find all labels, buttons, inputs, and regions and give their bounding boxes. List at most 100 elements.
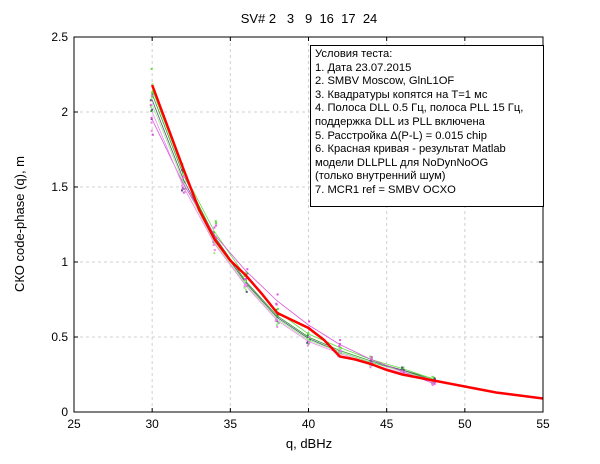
data-point	[276, 307, 279, 310]
data-point	[213, 252, 216, 255]
y-tick-label: 2.5	[51, 30, 68, 44]
data-point	[245, 288, 248, 291]
data-point	[212, 231, 215, 234]
data-point	[181, 187, 184, 190]
data-point	[182, 191, 185, 194]
data-point	[369, 355, 372, 358]
series-line-sv-24	[151, 111, 434, 383]
data-point	[243, 286, 246, 289]
y-tick-label: 1.5	[51, 180, 68, 194]
data-point	[245, 290, 248, 293]
data-point	[306, 334, 309, 337]
legend-line: 5. Расстройка Δ(P-L) = 0.015 chip	[315, 129, 487, 142]
data-point	[369, 364, 372, 367]
data-point	[152, 91, 155, 94]
data-point	[151, 133, 154, 136]
series-line-sv-16	[151, 104, 434, 381]
ticks: 25 30 35 40 45 50 55 0 0.5 1 1.5 2 2.5	[51, 30, 550, 431]
data-point	[243, 285, 246, 288]
data-point	[275, 324, 278, 327]
data-point	[150, 116, 153, 119]
data-point	[431, 376, 434, 379]
y-tick-label: 0	[61, 405, 68, 419]
data-point	[150, 121, 153, 124]
data-point	[183, 181, 186, 184]
data-point	[245, 277, 248, 280]
data-point	[433, 382, 436, 385]
x-tick-label: 25	[67, 417, 81, 431]
data-point	[215, 236, 218, 239]
x-tick-label: 45	[380, 417, 394, 431]
data-point	[400, 369, 403, 372]
data-point	[245, 271, 248, 274]
data-point	[150, 96, 153, 99]
data-point	[307, 338, 310, 341]
y-axis-label: СКО code-phase (q), m	[12, 156, 27, 292]
data-point	[150, 118, 153, 121]
data-point	[243, 274, 246, 277]
data-point	[244, 278, 247, 281]
data-point	[151, 108, 154, 111]
data-point	[246, 268, 249, 271]
data-point	[150, 129, 153, 132]
data-point	[401, 366, 404, 369]
legend-line: Условия теста:	[315, 48, 393, 60]
data-point	[151, 91, 154, 94]
x-tick-label: 40	[302, 417, 316, 431]
data-point	[339, 349, 342, 352]
x-tick-label: 35	[224, 417, 238, 431]
data-point	[149, 99, 152, 102]
chart-title: SV# 2 3 9 16 17 24	[241, 11, 378, 26]
data-point	[213, 243, 216, 246]
legend-line: 1. Дата 23.07.2015	[315, 61, 412, 74]
legend-line: модели DLLPLL для NoDynNoOG	[315, 156, 489, 169]
data-point	[432, 383, 435, 386]
data-point	[306, 344, 309, 347]
series-line-sv-3	[151, 89, 434, 380]
data-point	[370, 358, 373, 361]
data-point	[149, 106, 152, 109]
data-point	[246, 272, 249, 275]
data-point	[338, 342, 341, 345]
data-point	[307, 332, 310, 335]
data-point	[215, 221, 218, 224]
series-group	[149, 67, 544, 400]
data-point	[150, 94, 153, 97]
data-point	[431, 375, 434, 378]
data-point	[308, 341, 311, 344]
legend-line: 6. Красная кривая - результат Matlab	[315, 143, 506, 156]
data-point	[306, 340, 309, 343]
x-tick-label: 30	[145, 417, 159, 431]
data-point	[370, 356, 373, 359]
model-red-curve	[150, 84, 544, 400]
data-point	[245, 283, 248, 286]
data-point	[181, 184, 184, 187]
data-point	[275, 317, 278, 320]
data-point	[308, 337, 311, 340]
y-tick-label: 2	[61, 105, 68, 119]
data-point	[181, 169, 184, 172]
legend-line: (только внутренний шум)	[315, 170, 446, 183]
data-point	[215, 224, 218, 227]
data-point	[402, 371, 405, 374]
data-point	[214, 220, 217, 223]
data-point	[149, 104, 152, 107]
data-point	[276, 313, 279, 316]
y-tick-label: 1	[61, 255, 68, 269]
data-point	[275, 302, 278, 305]
data-point	[182, 172, 185, 175]
data-point	[182, 176, 185, 179]
data-point	[213, 249, 216, 252]
legend-line: 4. Полоса DLL 0.5 Гц, полоса PLL 15 Гц,	[315, 102, 524, 115]
data-point	[400, 371, 403, 374]
data-point	[243, 280, 246, 283]
y-tick-label: 0.5	[51, 330, 68, 344]
legend-line: 2. SMBV Moscow, GlnL1OF	[315, 75, 455, 88]
data-point	[182, 181, 185, 184]
data-point	[151, 83, 154, 86]
x-tick-label: 55	[536, 417, 550, 431]
data-point	[337, 348, 340, 351]
data-point	[402, 366, 405, 369]
data-point	[274, 320, 277, 323]
